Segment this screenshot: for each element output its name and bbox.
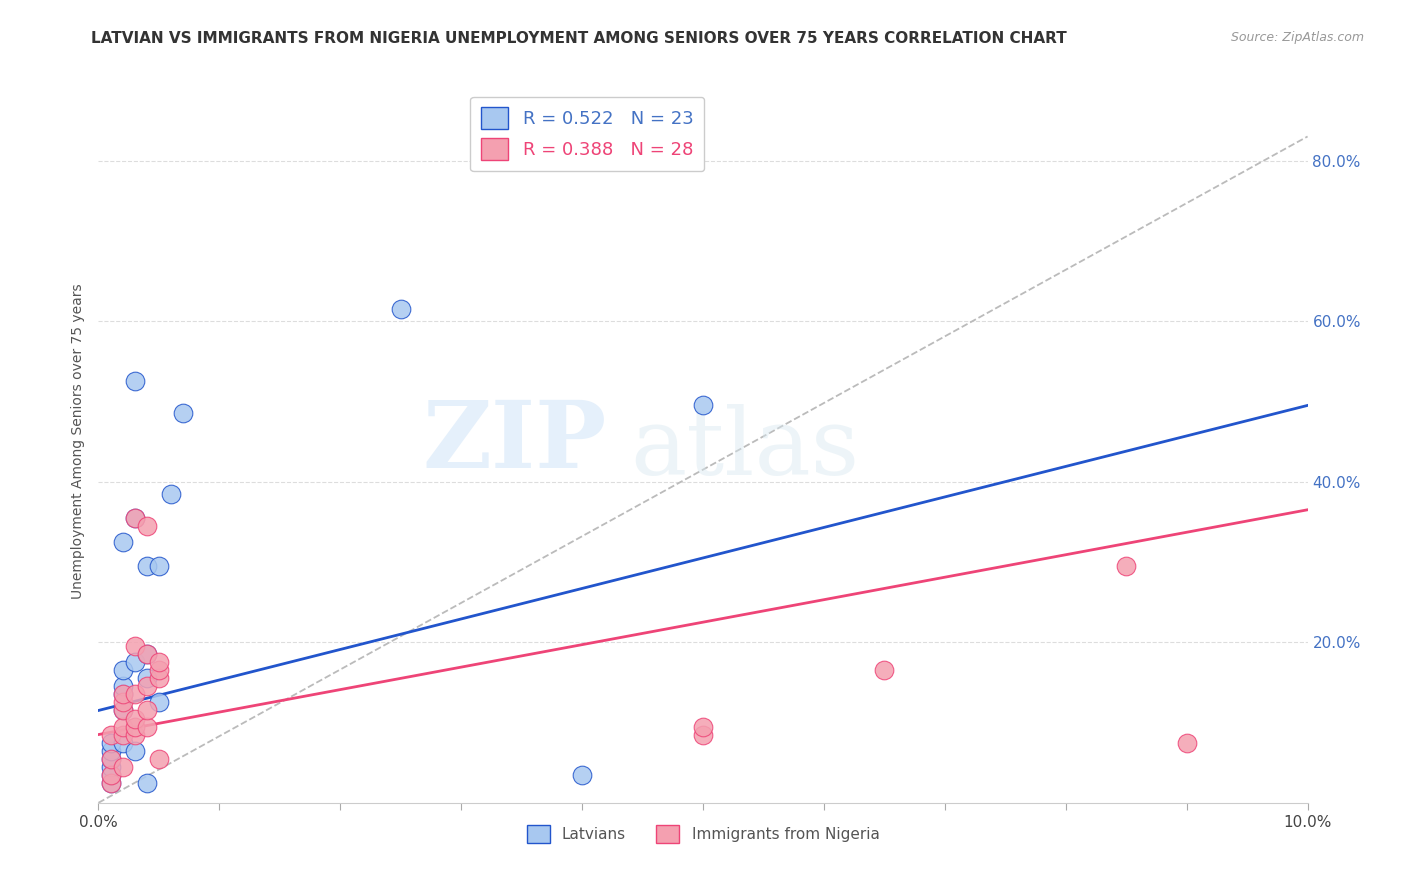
Point — [111, 728, 134, 742]
Point — [389, 301, 412, 317]
Point — [124, 728, 146, 742]
Point — [692, 719, 714, 733]
Point — [100, 751, 122, 765]
Point — [124, 712, 146, 726]
Point — [124, 687, 146, 701]
Legend: Latvians, Immigrants from Nigeria: Latvians, Immigrants from Nigeria — [520, 819, 886, 849]
Point — [111, 735, 134, 749]
Text: Source: ZipAtlas.com: Source: ZipAtlas.com — [1230, 31, 1364, 45]
Point — [100, 767, 122, 781]
Point — [111, 534, 134, 549]
Point — [124, 719, 146, 733]
Point — [100, 776, 122, 790]
Text: atlas: atlas — [630, 404, 859, 494]
Point — [124, 374, 146, 388]
Point — [873, 664, 896, 678]
Point — [148, 751, 170, 765]
Point — [148, 664, 170, 678]
Point — [100, 760, 122, 774]
Point — [111, 687, 134, 701]
Point — [1175, 735, 1198, 749]
Point — [100, 728, 122, 742]
Point — [135, 703, 157, 717]
Point — [148, 696, 170, 710]
Point — [135, 671, 157, 685]
Point — [111, 696, 134, 710]
Point — [111, 687, 134, 701]
Point — [124, 744, 146, 758]
Point — [148, 655, 170, 669]
Point — [160, 486, 183, 500]
Point — [111, 664, 134, 678]
Point — [1115, 558, 1137, 574]
Point — [100, 744, 122, 758]
Point — [135, 648, 157, 662]
Point — [135, 518, 157, 533]
Y-axis label: Unemployment Among Seniors over 75 years: Unemployment Among Seniors over 75 years — [70, 284, 84, 599]
Point — [172, 406, 194, 420]
Point — [135, 680, 157, 694]
Text: LATVIAN VS IMMIGRANTS FROM NIGERIA UNEMPLOYMENT AMONG SENIORS OVER 75 YEARS CORR: LATVIAN VS IMMIGRANTS FROM NIGERIA UNEMP… — [91, 31, 1067, 46]
Point — [124, 510, 146, 524]
Point — [148, 558, 170, 574]
Point — [135, 558, 157, 574]
Point — [571, 767, 593, 781]
Point — [124, 510, 146, 524]
Point — [124, 639, 146, 653]
Point — [692, 398, 714, 412]
Text: ZIP: ZIP — [422, 397, 606, 486]
Point — [148, 671, 170, 685]
Point — [692, 728, 714, 742]
Point — [111, 760, 134, 774]
Point — [135, 648, 157, 662]
Point — [124, 655, 146, 669]
Point — [111, 703, 134, 717]
Point — [100, 751, 122, 765]
Point — [111, 680, 134, 694]
Point — [100, 735, 122, 749]
Point — [135, 719, 157, 733]
Point — [111, 719, 134, 733]
Point — [135, 776, 157, 790]
Point — [100, 767, 122, 781]
Point — [100, 776, 122, 790]
Point — [111, 703, 134, 717]
